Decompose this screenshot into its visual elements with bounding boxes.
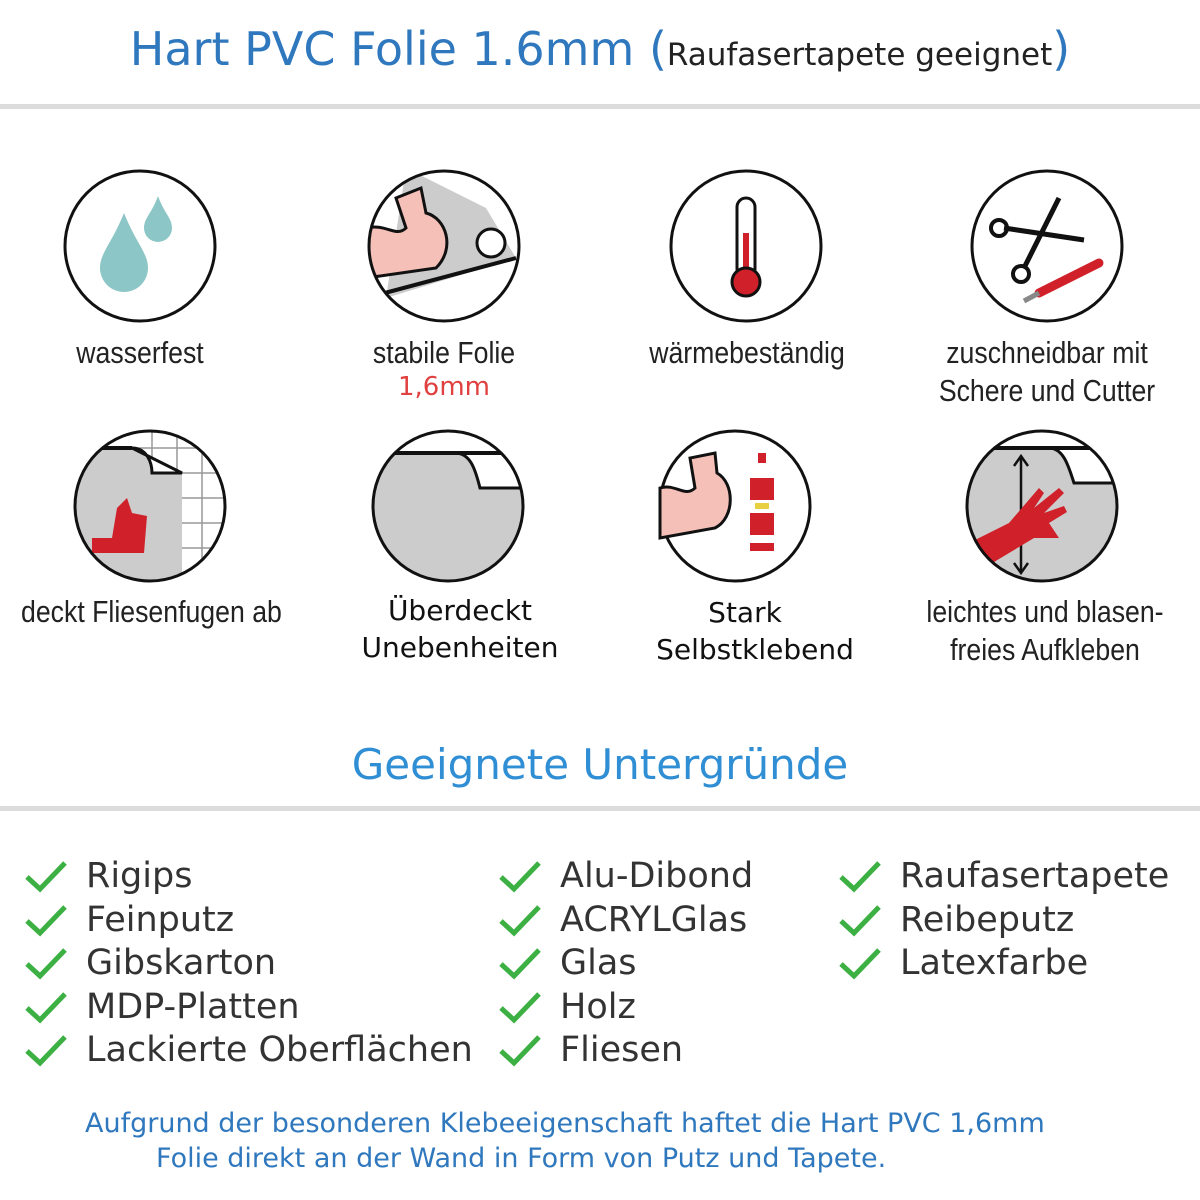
feature-label-aufkleben-1: leichtes und blasen- xyxy=(926,594,1164,629)
check-icon xyxy=(25,1035,67,1067)
surface-item: Holz xyxy=(498,987,636,1027)
title-main: Hart PVC Folie 1.6mm xyxy=(129,22,635,76)
feature-label-zuschneidbar-1: zuschneidbar mit xyxy=(946,335,1148,370)
hand-smoothing-icon xyxy=(965,429,1119,583)
footer-line-1: Aufgrund der besonderen Klebeeigenschaft… xyxy=(85,1108,1045,1139)
surface-item: Glas xyxy=(498,943,637,983)
feature-label-stark-2: Selbstklebend xyxy=(656,633,854,666)
footer-line-2: Folie direkt an der Wand in Form von Put… xyxy=(156,1143,887,1174)
surface-label: Gibskarton xyxy=(86,943,277,983)
feature-label-zuschneidbar-2: Schere und Cutter xyxy=(938,373,1156,408)
feature-label-aufkleben-2: freies Aufkleben xyxy=(950,632,1140,667)
surface-label: Reibeputz xyxy=(900,899,1075,940)
check-icon xyxy=(839,948,881,980)
feature-label-fliesenfugen: deckt Fliesenfugen ab xyxy=(21,594,282,629)
surface-item: Reibeputz xyxy=(838,900,1074,940)
surface-item: ACRYLGlas xyxy=(498,900,747,940)
surface-label: Glas xyxy=(560,943,637,983)
feature-label-stabile-folie: stabile Folie xyxy=(372,335,516,370)
surfaces-heading: Geeignete Untergründe xyxy=(351,740,849,789)
check-icon xyxy=(25,861,67,893)
check-icon xyxy=(499,1035,541,1067)
paren-close: ) xyxy=(1052,22,1071,76)
paren-open: ( xyxy=(648,22,667,76)
check-icon xyxy=(25,991,67,1023)
foil-corner-icon xyxy=(371,429,525,583)
surface-item: Alu-Dibond xyxy=(498,856,753,896)
surface-item: Gibskarton xyxy=(24,943,276,983)
surface-label: Fliesen xyxy=(560,1030,684,1070)
feature-label-ueberdeckt-2: Unebenheiten xyxy=(361,631,559,664)
thumbs-up-tiles-icon xyxy=(73,429,227,583)
surface-label: Lackierte Oberflächen xyxy=(86,1030,473,1070)
check-icon xyxy=(25,904,67,936)
thermometer-icon xyxy=(669,169,823,323)
surface-item: Latexfarbe xyxy=(838,943,1088,983)
surface-item: Raufasertapete xyxy=(838,856,1169,896)
surface-label: Latexfarbe xyxy=(900,943,1089,983)
divider xyxy=(0,104,1200,109)
feature-label-waermebestaendig: wärmebeständig xyxy=(649,335,845,370)
title-subtitle: Raufasertapete geeignet xyxy=(666,37,1053,73)
surface-item: Rigips xyxy=(24,856,192,896)
page-title: Hart PVC Folie 1.6mm (Raufasertapete gee… xyxy=(0,22,1200,76)
check-icon xyxy=(839,861,881,893)
surface-label: Feinputz xyxy=(86,899,235,940)
surface-label: Holz xyxy=(560,986,636,1027)
surface-label: Alu-Dibond xyxy=(560,856,754,896)
feature-label-stark-1: Stark xyxy=(708,596,782,629)
divider xyxy=(0,806,1200,811)
feature-label-wasserfest: wasserfest xyxy=(76,335,204,370)
surface-label: MDP-Platten xyxy=(86,986,300,1027)
water-drops-icon xyxy=(63,169,217,323)
surface-label: Rigips xyxy=(86,856,193,896)
scissors-cutter-icon xyxy=(970,169,1124,323)
check-icon xyxy=(839,904,881,936)
surface-item: Fliesen xyxy=(498,1030,683,1070)
feature-label-ueberdeckt-1: Überdeckt xyxy=(387,594,533,627)
surface-item: MDP-Platten xyxy=(24,987,300,1027)
surface-label: Raufasertapete xyxy=(900,856,1170,896)
arm-glue-icon xyxy=(658,429,812,583)
check-icon xyxy=(25,948,67,980)
strong-arm-roll-icon xyxy=(367,169,521,323)
check-icon xyxy=(499,948,541,980)
surface-label: ACRYLGlas xyxy=(560,899,748,940)
check-icon xyxy=(499,861,541,893)
check-icon xyxy=(499,904,541,936)
check-icon xyxy=(499,991,541,1023)
surface-item: Lackierte Oberflächen xyxy=(24,1030,473,1070)
surface-item: Feinputz xyxy=(24,900,234,940)
feature-highlight-thickness: 1,6mm xyxy=(397,372,490,402)
